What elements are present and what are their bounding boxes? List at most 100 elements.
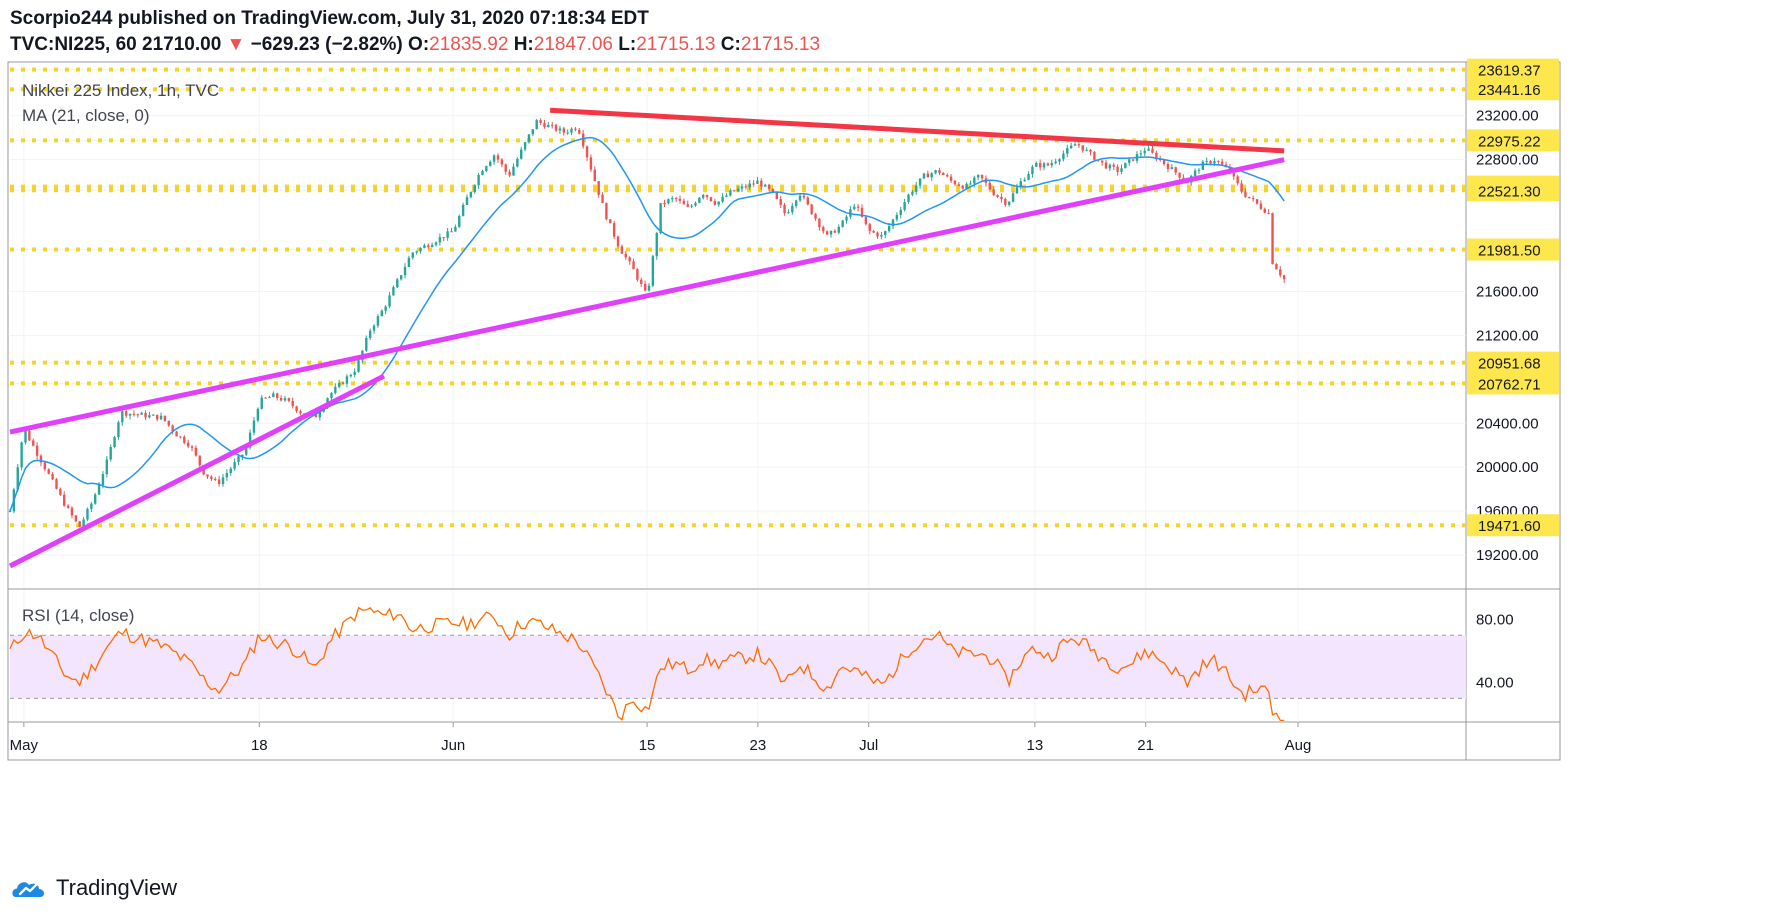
candle [442, 237, 445, 239]
candle [1124, 162, 1127, 169]
candle [221, 477, 225, 485]
candle [570, 128, 573, 133]
rsi-band [10, 635, 1466, 699]
candle [225, 473, 229, 478]
low-value: 21715.13 [636, 34, 716, 55]
candle [1073, 144, 1077, 146]
candle [694, 202, 697, 206]
candle [1066, 148, 1069, 154]
candle [1131, 159, 1135, 161]
time-tick-label: Aug [1285, 737, 1312, 754]
candle [1077, 144, 1081, 146]
candle [1054, 161, 1057, 164]
ma-indicator-label: MA (21, close, 0) [22, 106, 150, 125]
candle [279, 398, 283, 401]
candle [117, 422, 120, 438]
candle [1279, 269, 1282, 276]
candle [82, 519, 85, 527]
price-tick-label: 20400.00 [1476, 415, 1539, 432]
candle [678, 198, 682, 201]
candle [767, 184, 771, 189]
candle [1031, 166, 1034, 174]
candle [318, 411, 322, 418]
candle [957, 184, 961, 186]
candle [829, 230, 833, 235]
candle [24, 430, 27, 443]
candle [233, 462, 236, 469]
candle [725, 195, 728, 197]
candle [16, 467, 19, 490]
candle [419, 247, 422, 252]
candle [171, 425, 174, 432]
candle [210, 476, 213, 479]
candle [578, 129, 581, 134]
candle [469, 191, 473, 198]
candle [140, 412, 143, 415]
candle [992, 189, 995, 196]
candle [763, 184, 767, 187]
candle [268, 397, 271, 399]
candle [651, 256, 655, 286]
candle [1093, 151, 1096, 160]
candle [860, 207, 864, 217]
candle [593, 169, 596, 182]
candle [833, 230, 837, 233]
footer: TradingView [12, 875, 177, 901]
candle [1104, 162, 1108, 169]
candle [1000, 196, 1003, 199]
candle [1220, 161, 1224, 165]
candle [872, 231, 875, 233]
price-tick-label: 19200.00 [1476, 547, 1539, 564]
candle [248, 432, 252, 448]
candle [349, 374, 353, 377]
candle [864, 216, 868, 225]
candle [783, 204, 786, 214]
price-tick-label: 20000.00 [1476, 459, 1539, 476]
rsi-line [9, 606, 1285, 722]
candle [407, 257, 411, 267]
level-price-label-bg [1467, 129, 1559, 152]
candle [446, 231, 449, 238]
candle [891, 219, 895, 227]
level-price-label: 22521.30 [1478, 183, 1541, 200]
candle [504, 164, 507, 172]
candle [1027, 173, 1030, 180]
candle [884, 231, 887, 235]
candle [671, 197, 674, 200]
candle [558, 128, 562, 131]
candle [295, 406, 298, 412]
candle [934, 170, 937, 174]
candle [1178, 172, 1181, 178]
rsi-title: RSI (14, close) [22, 606, 134, 625]
candle [485, 166, 488, 171]
candle [748, 183, 751, 188]
candle [78, 521, 81, 527]
candle [647, 285, 651, 291]
candle [1259, 203, 1263, 209]
level-price-label-bg [1467, 372, 1559, 395]
candle [194, 447, 198, 456]
candle [198, 455, 201, 466]
candle [1042, 163, 1046, 168]
candle [674, 197, 678, 199]
candle [43, 462, 47, 470]
candle [895, 214, 899, 220]
candle [942, 173, 945, 176]
candle [113, 437, 116, 447]
candle [643, 284, 647, 291]
lower-support-trendline [8, 373, 386, 569]
candle [543, 122, 546, 128]
candle [794, 200, 798, 206]
candle [702, 195, 705, 198]
candle [368, 330, 372, 338]
candle [1232, 173, 1236, 177]
candle [334, 386, 337, 393]
candle [717, 201, 720, 205]
close-label: C: [720, 34, 741, 55]
candle [856, 206, 860, 208]
high-label: H: [513, 34, 534, 55]
candle [601, 194, 604, 204]
candle [128, 413, 132, 416]
candle [822, 227, 825, 232]
